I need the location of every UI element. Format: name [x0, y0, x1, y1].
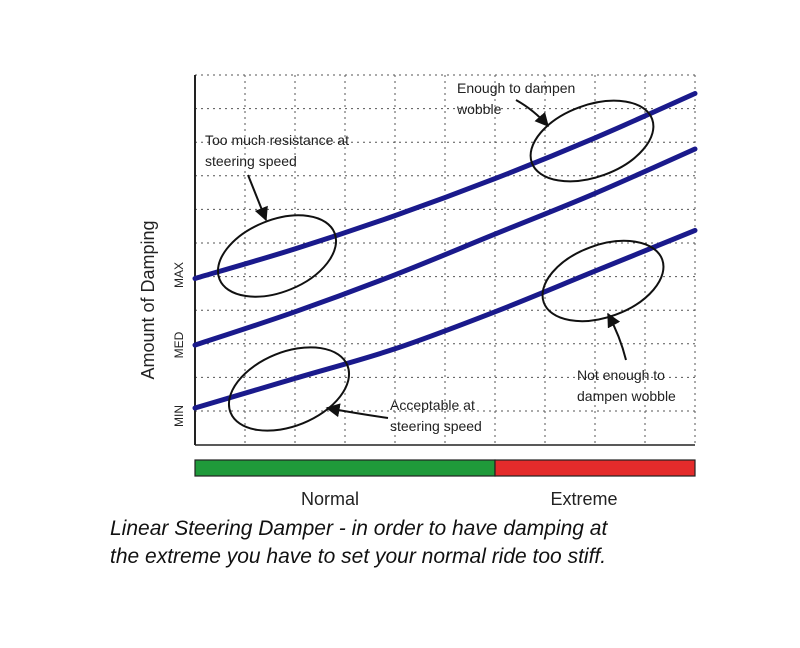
y-tick-med: MED — [172, 331, 186, 358]
caption-line-2: the extreme you have to set your normal … — [110, 545, 607, 568]
arrow-too-much — [247, 174, 268, 222]
ellipse-enough — [529, 99, 655, 183]
band-label-normal: Normal — [301, 489, 359, 509]
annotation-arrows — [247, 99, 627, 419]
series-line-2 — [192, 146, 698, 348]
annotation-not-enough: Not enough to dampen wobble — [577, 367, 676, 404]
series-line-3 — [192, 227, 698, 411]
band-label-extreme: Extreme — [550, 489, 617, 509]
figure-caption: Linear Steering Damper - in order to hav… — [110, 515, 710, 571]
ellipse-not-enough — [541, 239, 665, 323]
arrow-acceptable — [325, 403, 389, 419]
series-group — [192, 91, 698, 411]
y-axis-title: Amount of Damping — [138, 220, 158, 379]
arrow-not-enough — [607, 312, 627, 361]
y-tick-min: MIN — [172, 405, 186, 427]
series-line-1 — [192, 91, 698, 281]
ellipse-acceptable — [227, 346, 351, 432]
ellipse-too-much — [216, 214, 338, 298]
annotation-acceptable: Acceptable at steering speed — [390, 397, 482, 434]
arrow-enough — [515, 99, 549, 128]
band-extreme — [494, 459, 696, 477]
annotation-enough: Enough to dampen wobble — [456, 80, 579, 117]
caption-line-1: Linear Steering Damper - in order to hav… — [110, 517, 608, 540]
band-normal — [194, 459, 496, 477]
annotation-too-much: Too much resistance at steering speed — [205, 132, 353, 169]
y-tick-max: MAX — [172, 262, 186, 288]
